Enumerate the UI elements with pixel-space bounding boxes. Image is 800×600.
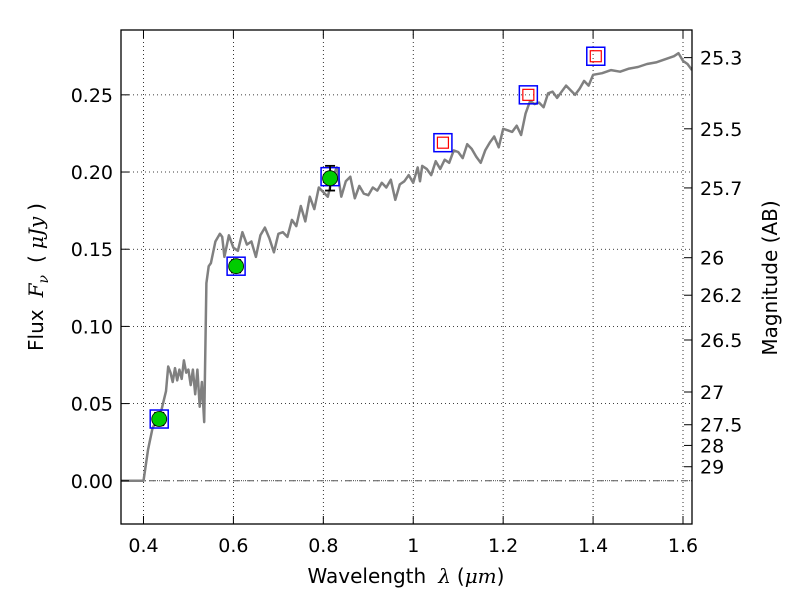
right-tick-label: 25.7 (700, 178, 742, 200)
model-flux-square (226, 256, 246, 276)
y-tick-label: 0.15 (71, 239, 113, 261)
x-tick-label: 1 (407, 535, 419, 557)
y-tick-label: 0.00 (71, 471, 113, 493)
x-tick-label: 0.4 (128, 535, 158, 557)
x-tick-label: 0.6 (218, 535, 248, 557)
y-tick-label: 0.05 (71, 394, 113, 416)
right-axis-label: Magnitude (AB) (758, 200, 782, 355)
y-axis-label: FluxFν(μJy) (24, 203, 52, 351)
model-flux-square (433, 132, 453, 153)
right-tick-label: 25.3 (700, 48, 742, 70)
predicted-flux-square (436, 136, 450, 149)
model-flux-square (149, 409, 169, 429)
right-tick-label: 26.5 (700, 330, 742, 352)
x-tick-label: 0.8 (308, 535, 338, 557)
x-tick-label: 1.4 (578, 535, 608, 557)
x-axis-label: Wavelength λ (μm) (308, 564, 505, 588)
model-flux-square (586, 46, 606, 66)
plot-frame (120, 29, 693, 525)
y-tick-label: 0.20 (71, 162, 113, 184)
right-tick-label: 27.5 (700, 415, 742, 437)
right-tick-label: 28 (700, 435, 724, 457)
right-tick-label: 26 (700, 248, 724, 270)
right-tick-label: 29 (700, 457, 724, 479)
right-tick-label: 25.5 (700, 119, 742, 141)
right-tick-label: 26.2 (700, 285, 742, 307)
x-tick-label: 1.2 (488, 535, 518, 557)
observed-flux-point (228, 258, 244, 275)
predicted-flux-square (589, 50, 602, 63)
ticks: 0.4 0.6 0.8 1 1.2 1.4 1.6 0.00 0.05 0.10 0.15 0.20 0… (71, 30, 742, 557)
y-tick-label: 0.10 (71, 316, 113, 338)
model-sed-line (121, 51, 692, 483)
right-tick-label: 27 (700, 382, 724, 404)
plot-area (121, 46, 692, 483)
markers (149, 46, 606, 429)
observed-flux-point (151, 411, 168, 427)
model-flux-square (518, 85, 539, 105)
observed-flux-point (322, 170, 338, 187)
y-tick-label: 0.25 (71, 85, 113, 107)
predicted-flux-square (522, 88, 535, 101)
x-tick-label: 1.6 (668, 535, 698, 557)
